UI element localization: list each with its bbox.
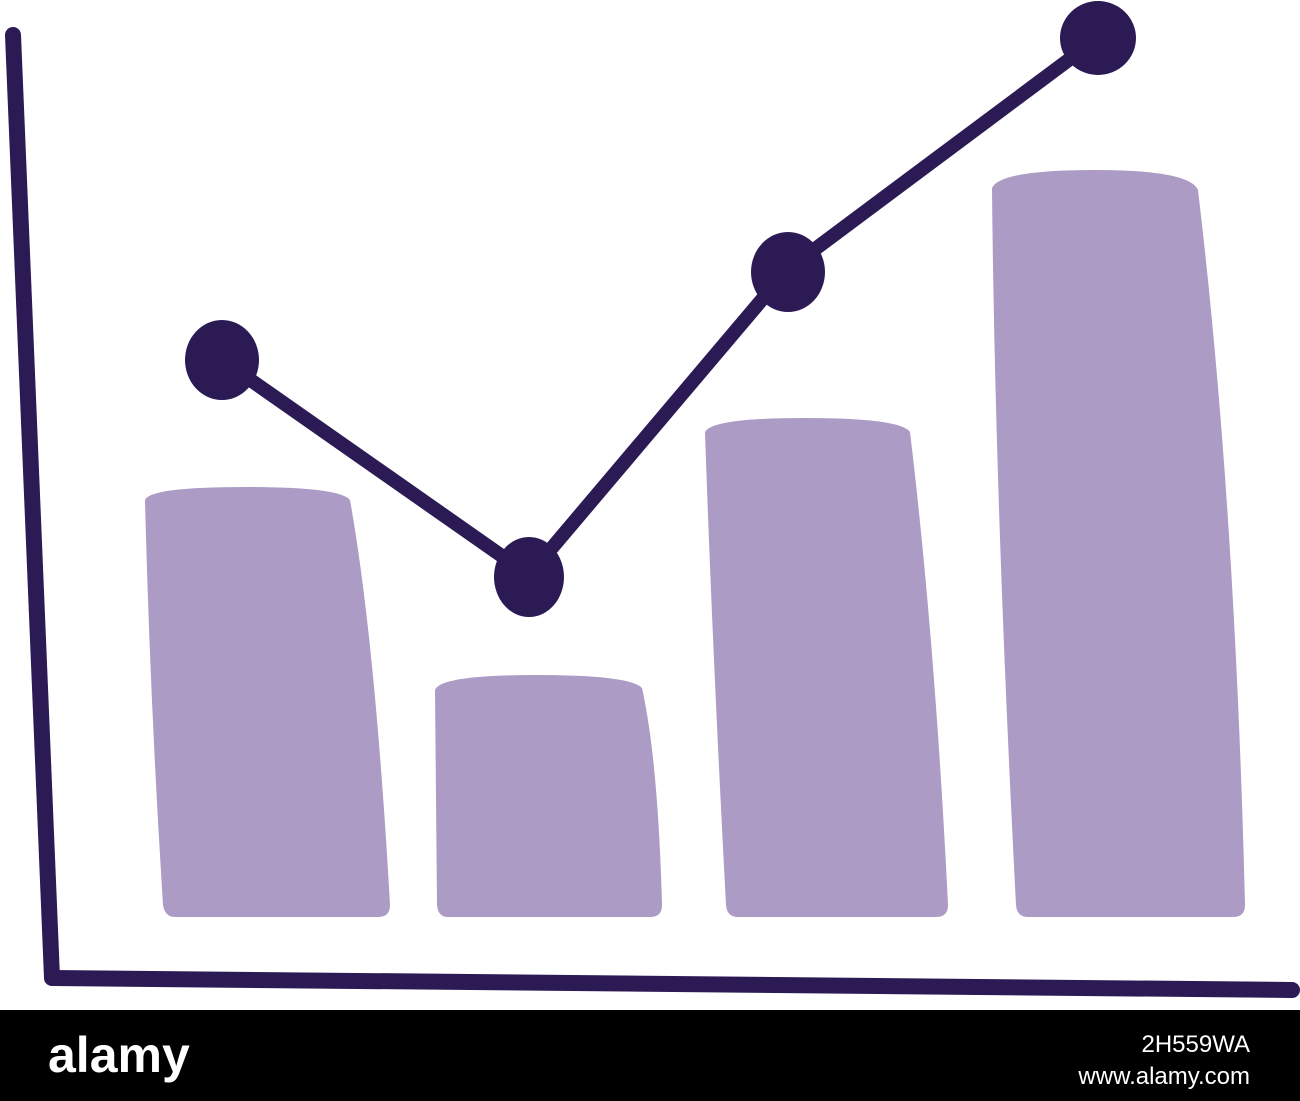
points bbox=[185, 1, 1136, 617]
trend-line bbox=[215, 31, 1105, 582]
point bbox=[494, 537, 564, 617]
footer-image-id: 2H559WA bbox=[1142, 1031, 1251, 1058]
axis-line bbox=[5, 27, 1300, 998]
footer-url: www.alamy.com bbox=[1077, 1063, 1250, 1090]
bar bbox=[435, 675, 662, 917]
point bbox=[751, 232, 825, 312]
bar bbox=[145, 487, 390, 917]
footer-bar bbox=[0, 1010, 1300, 1101]
point bbox=[1060, 1, 1136, 75]
footer-logo: alamy bbox=[48, 1027, 190, 1083]
bars bbox=[145, 170, 1245, 917]
bar bbox=[705, 418, 948, 917]
axes bbox=[5, 27, 1300, 998]
point bbox=[185, 320, 259, 400]
bar bbox=[992, 170, 1245, 917]
